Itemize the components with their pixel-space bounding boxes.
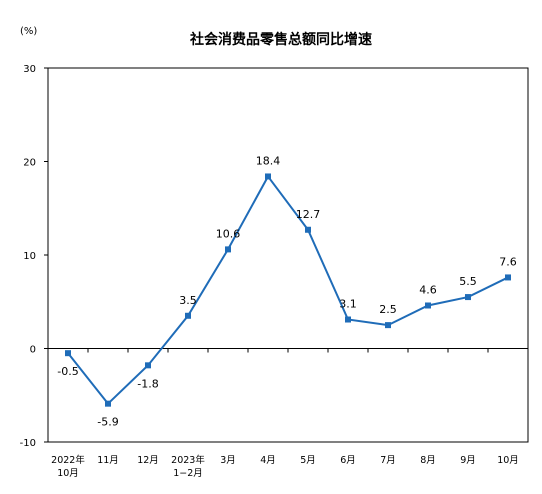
series-line [67, 174, 509, 406]
data-label: -1.8 [137, 377, 158, 390]
x-tick-label: 2022年 [51, 454, 85, 466]
data-point [265, 173, 271, 180]
x-tick-label: 2023年 [171, 454, 205, 466]
y-tick-label: -10 [20, 438, 36, 449]
data-point [385, 322, 391, 329]
data-label: -0.5 [57, 365, 78, 378]
data-label: 3.5 [179, 294, 197, 307]
data-point [185, 312, 191, 319]
data-label: 7.6 [499, 255, 517, 268]
chart-title: 社会消费品零售总额同比增速 [189, 31, 372, 48]
data-point [345, 316, 351, 323]
y-unit-label: (%) [20, 26, 37, 37]
x-tick-label: 5月 [300, 455, 316, 466]
x-tick-label: 1−2月 [173, 468, 203, 479]
data-point [425, 302, 431, 309]
data-point [105, 400, 111, 407]
plot-frame [47, 67, 529, 443]
x-tick-label: 8月 [420, 455, 436, 466]
data-point [465, 294, 471, 301]
data-label: -5.9 [97, 416, 118, 429]
data-label: 5.5 [459, 275, 477, 288]
plot-area: -10 0 10 20 30 2022年 10月 11月 12月 2023年 1−2月 3月 4月 5月 6… [20, 64, 529, 479]
x-tick-label: 4月 [260, 455, 276, 466]
data-point [145, 362, 151, 369]
y-tick-label: 30 [23, 64, 36, 75]
y-tick-label: 20 [23, 158, 36, 169]
data-label: 4.6 [419, 283, 437, 296]
data-point [65, 350, 71, 357]
y-tick-label: 0 [30, 345, 36, 356]
data-point [225, 246, 231, 253]
data-point [505, 274, 511, 281]
data-point [305, 226, 311, 233]
data-label: 2.5 [379, 303, 397, 316]
x-tick-label: 3月 [220, 455, 236, 466]
x-tick-label: 10月 [497, 455, 519, 466]
y-tick-label: 10 [23, 251, 36, 262]
data-label: 3.1 [339, 298, 357, 311]
x-tick-label: 6月 [340, 455, 356, 466]
data-label: 18.4 [256, 154, 281, 167]
data-label: 12.7 [296, 208, 321, 221]
x-tick-label: 7月 [380, 455, 396, 466]
x-tick-label: 12月 [137, 455, 159, 466]
x-tick-label: 10月 [57, 468, 79, 479]
data-label: 10.6 [216, 227, 241, 240]
x-tick-label: 11月 [97, 455, 119, 466]
x-tick-label: 9月 [460, 455, 476, 466]
